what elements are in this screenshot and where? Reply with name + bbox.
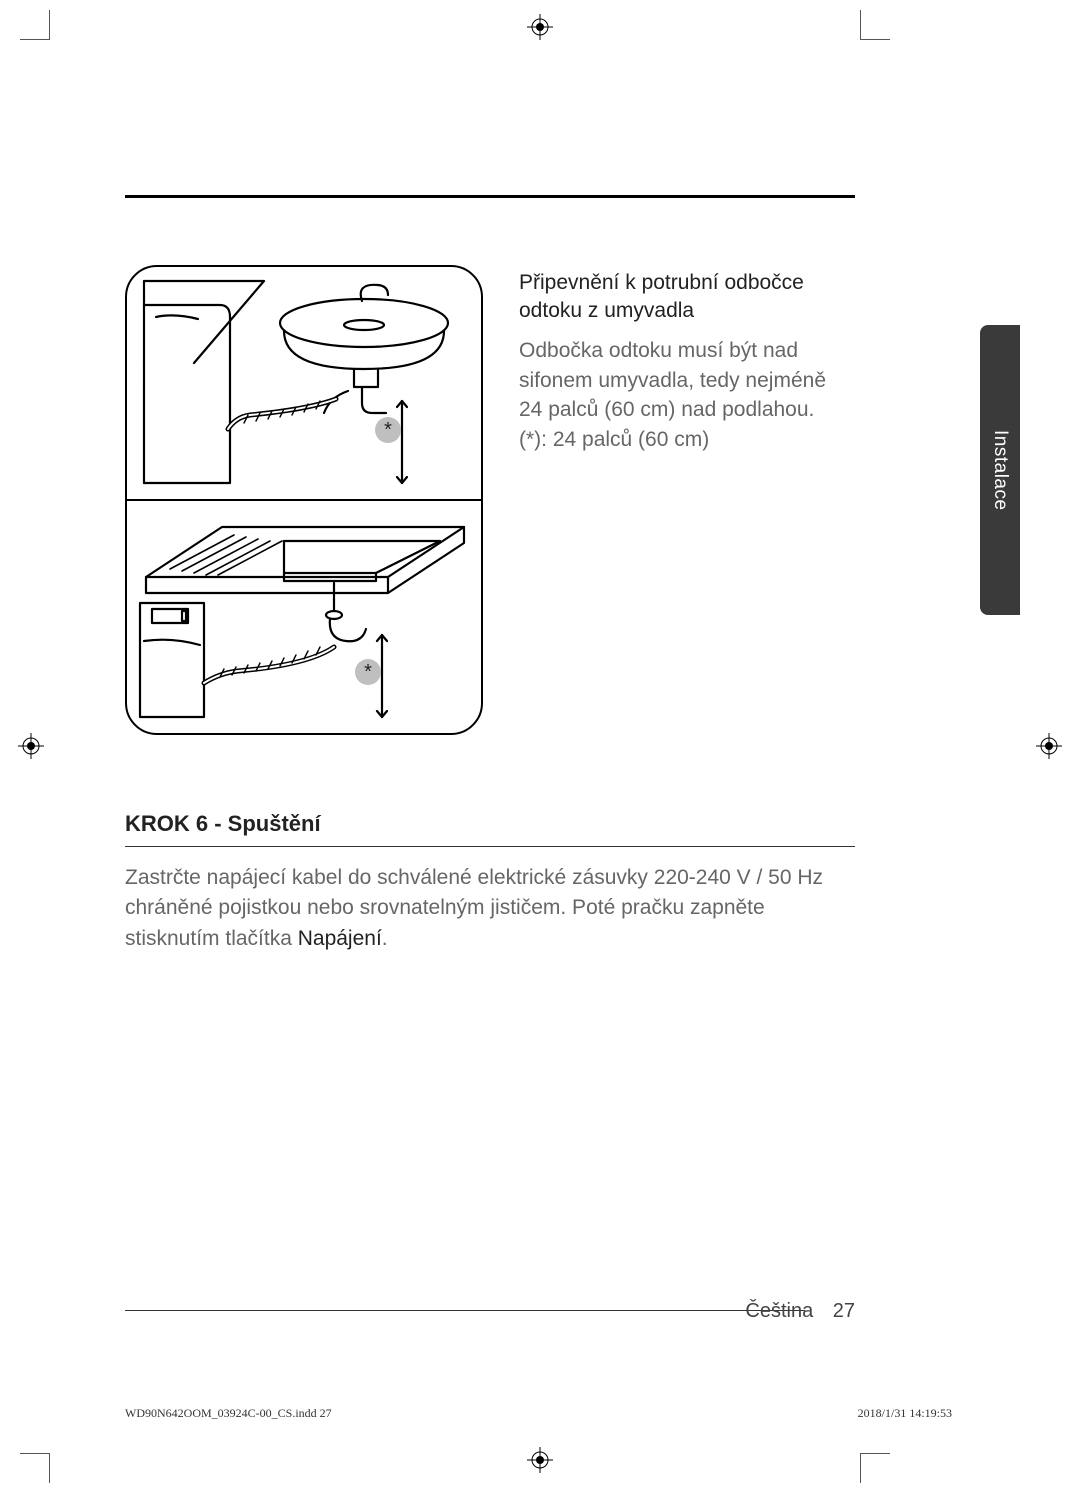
footer-language: Čeština [745, 1300, 813, 1322]
body-paragraph: Odbočka odtoku musí být nad sifonem umyv… [519, 336, 855, 425]
star-marker-symbol: * [364, 661, 372, 684]
content-area: * [125, 265, 855, 954]
footer-lang-page: Čeština 27 [745, 1300, 855, 1323]
diagram-panel-top: * [127, 267, 481, 501]
header-rule [125, 195, 855, 198]
step-text: Zastrčte napájecí kabel do schválené ele… [125, 863, 855, 954]
star-marker: * [375, 417, 401, 443]
registration-mark-icon [1036, 733, 1062, 759]
crop-mark [860, 1453, 890, 1483]
countertop-drain-diagram-icon [134, 507, 474, 727]
body-paragraph: (*): 24 palců (60 cm) [519, 425, 855, 455]
installation-diagram: * [125, 265, 483, 735]
footer-meta-left: WD90N642OOM_03924C-00_CS.indd 27 [125, 1406, 332, 1421]
step-text-strong: Napájení [298, 927, 382, 950]
subheading: Připevnění k potrubní odbočce odtoku z u… [519, 269, 855, 326]
crop-mark [20, 10, 50, 40]
registration-mark-icon [527, 1447, 553, 1473]
diagram-panel-bottom: * [127, 501, 481, 733]
star-marker-symbol: * [384, 419, 392, 442]
footer-rule [125, 1310, 805, 1311]
step-section: KROK 6 - Spuštění Zastrčte napájecí kabe… [125, 811, 855, 954]
side-tab-label: Instalace [989, 430, 1011, 511]
side-tab: Instalace [980, 325, 1020, 615]
step-text-after: . [382, 927, 388, 950]
step-heading: KROK 6 - Spuštění [125, 811, 855, 847]
page-body: Instalace [60, 35, 1020, 1441]
footer-meta-right: 2018/1/31 14:19:53 [858, 1406, 952, 1421]
registration-mark-icon [18, 733, 44, 759]
crop-mark [20, 1453, 50, 1483]
footer-page-number: 27 [833, 1300, 855, 1322]
step-text-before: Zastrčte napájecí kabel do schválené ele… [125, 866, 823, 950]
text-column: Připevnění k potrubní odbočce odtoku z u… [519, 265, 855, 455]
sink-drain-diagram-icon [134, 273, 474, 493]
star-marker: * [355, 659, 381, 685]
